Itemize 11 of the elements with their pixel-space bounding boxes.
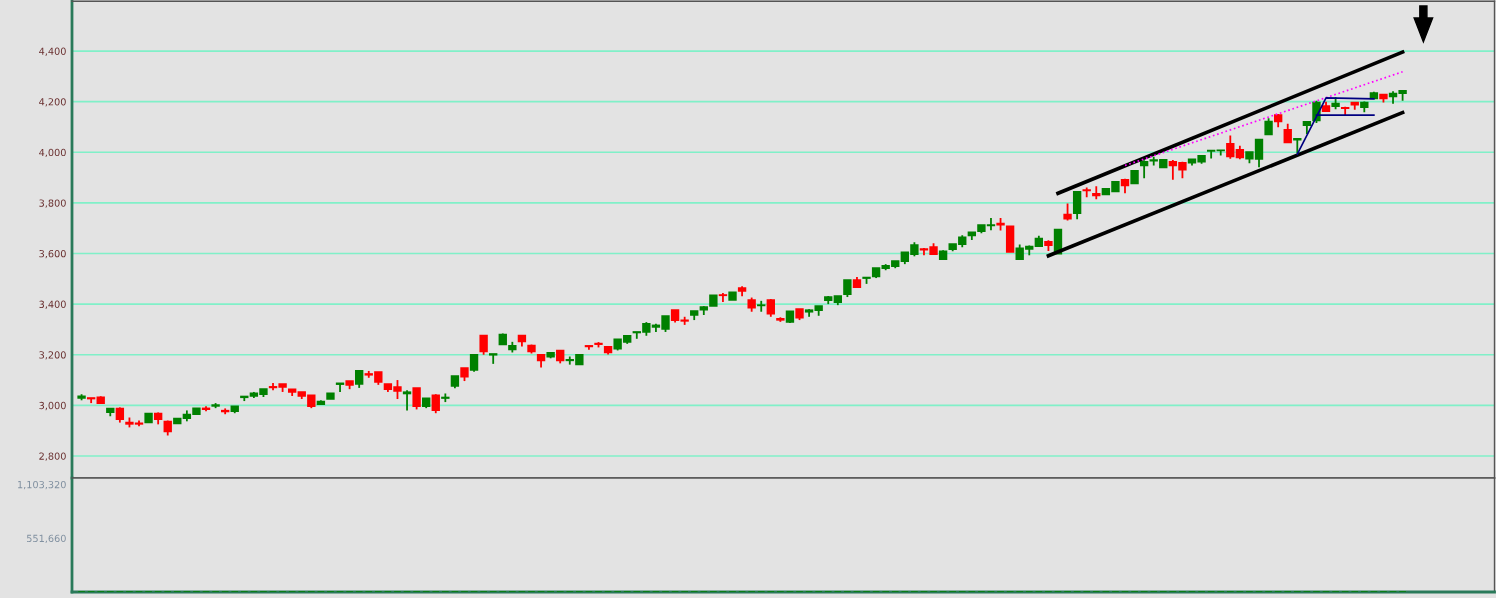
y-tick-label: 551,660 (26, 534, 66, 544)
y-tick-label: 3,400 (39, 300, 66, 309)
y-tick-label: 1,103,320 (18, 480, 66, 490)
y-tick-label: 3,600 (39, 250, 66, 259)
y-tick-label: 2,800 (39, 452, 66, 461)
y-tick-label: 3,000 (39, 401, 66, 411)
y-tick-label: 4,400 (39, 47, 66, 56)
y-tick-label: 3,800 (39, 199, 66, 208)
y-tick-label: 4,000 (39, 148, 66, 158)
y-tick-label: 3,200 (39, 351, 66, 360)
y-tick-label: 4,200 (39, 98, 66, 107)
